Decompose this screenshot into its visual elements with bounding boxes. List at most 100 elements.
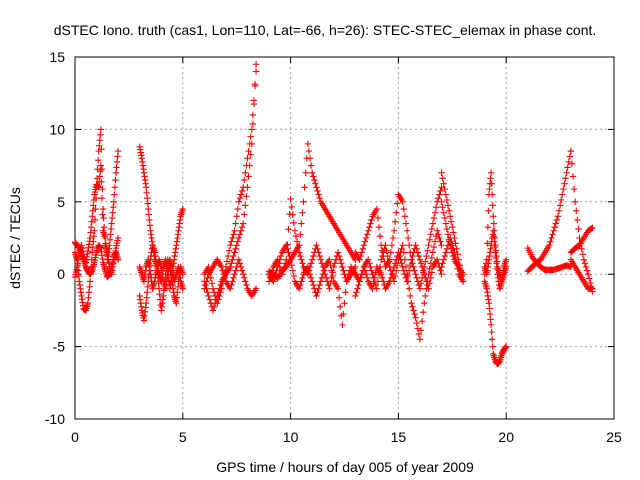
x-tick-label: 15 xyxy=(391,429,407,445)
data-point xyxy=(288,261,295,269)
data-point xyxy=(297,252,304,260)
data-point xyxy=(110,198,118,205)
data-point xyxy=(419,267,427,274)
data-point xyxy=(302,169,309,177)
data-point xyxy=(380,278,387,285)
data-point xyxy=(86,283,93,291)
data-point xyxy=(112,169,120,177)
data-point xyxy=(426,236,433,244)
data-point xyxy=(203,278,210,285)
data-point xyxy=(74,261,81,269)
data-point xyxy=(439,260,446,267)
data-point xyxy=(246,140,253,148)
data-point xyxy=(144,283,151,291)
data-points xyxy=(71,61,596,368)
data-point xyxy=(245,173,252,180)
y-tick-label: -5 xyxy=(53,339,66,355)
data-point xyxy=(405,242,413,249)
data-point xyxy=(403,278,411,285)
data-point xyxy=(252,61,260,68)
data-point xyxy=(292,232,300,240)
data-point xyxy=(232,245,239,253)
data-point xyxy=(408,256,415,263)
data-point xyxy=(580,256,588,263)
data-point xyxy=(84,299,92,307)
data-point xyxy=(457,267,465,274)
data-point xyxy=(91,216,99,224)
data-point xyxy=(293,238,301,245)
data-point xyxy=(94,156,102,164)
data-point xyxy=(503,256,510,263)
data-point xyxy=(400,205,407,213)
data-point xyxy=(568,160,576,167)
data-point xyxy=(310,252,317,260)
data-point xyxy=(238,267,246,274)
data-point xyxy=(229,256,236,263)
data-point xyxy=(362,234,370,242)
x-tick-label: 20 xyxy=(498,429,514,445)
data-point xyxy=(421,299,428,307)
data-point xyxy=(285,226,292,233)
data-point xyxy=(437,238,444,245)
data-point xyxy=(454,265,461,272)
data-point xyxy=(247,151,254,158)
data-point xyxy=(487,175,494,182)
data-point xyxy=(360,242,368,249)
data-point xyxy=(237,263,245,271)
data-point xyxy=(379,274,386,282)
data-point xyxy=(228,281,235,289)
data-point xyxy=(369,271,376,278)
data-point xyxy=(242,278,249,285)
data-point xyxy=(456,261,464,269)
data-point xyxy=(304,263,312,271)
data-point xyxy=(414,278,422,285)
data-point xyxy=(291,227,299,234)
data-point xyxy=(243,193,250,200)
data-point xyxy=(490,227,497,234)
data-point xyxy=(227,242,234,249)
data-point xyxy=(442,191,450,198)
data-point xyxy=(249,111,257,119)
data-point xyxy=(411,267,418,274)
data-point xyxy=(391,218,399,225)
data-point xyxy=(310,173,317,180)
x-tick-label: 25 xyxy=(606,429,622,445)
data-point xyxy=(385,258,392,265)
data-point xyxy=(109,209,116,216)
data-point xyxy=(567,147,575,155)
data-point xyxy=(377,271,385,278)
data-point xyxy=(552,220,559,227)
data-point xyxy=(582,263,590,271)
data-point xyxy=(107,231,114,238)
data-point xyxy=(209,307,217,314)
data-point xyxy=(438,271,445,278)
data-point xyxy=(413,319,420,327)
data-point xyxy=(114,234,122,242)
data-point xyxy=(488,336,496,343)
data-point xyxy=(234,238,241,245)
data-point xyxy=(423,252,430,260)
data-point xyxy=(239,184,247,191)
data-point xyxy=(492,254,500,262)
data-point xyxy=(326,256,333,263)
data-point xyxy=(415,330,423,338)
data-point xyxy=(204,289,211,296)
data-point xyxy=(285,249,292,256)
data-point xyxy=(160,292,167,300)
data-point xyxy=(340,267,347,274)
data-point xyxy=(486,305,493,312)
data-point xyxy=(100,223,108,231)
data-point xyxy=(356,256,363,263)
y-tick-label: -10 xyxy=(45,411,65,427)
data-point xyxy=(316,252,323,260)
data-point xyxy=(386,278,393,285)
data-point xyxy=(286,252,293,260)
grid xyxy=(75,57,614,419)
data-point xyxy=(317,278,324,285)
data-point xyxy=(174,289,181,296)
data-point xyxy=(98,194,106,202)
data-point xyxy=(550,227,557,234)
data-point xyxy=(487,321,495,329)
data-point xyxy=(276,256,284,263)
data-point xyxy=(241,176,248,184)
